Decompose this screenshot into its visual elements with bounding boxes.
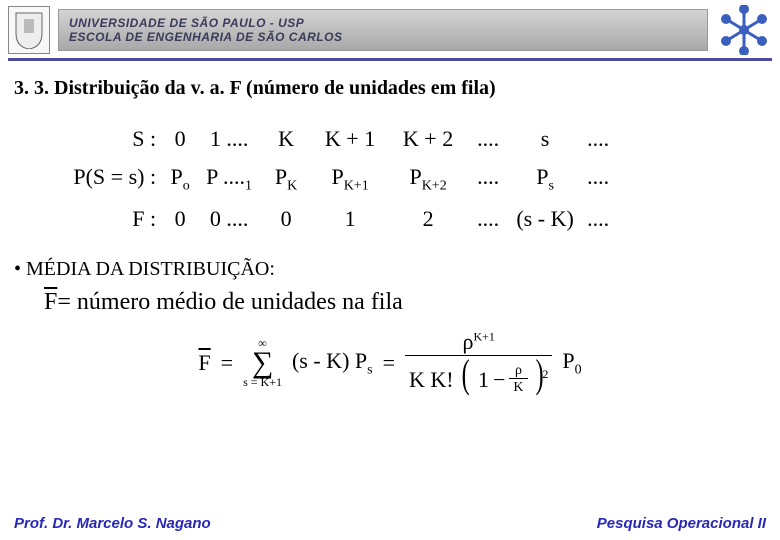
- row-label: F :: [44, 206, 164, 232]
- section-title: 3. 3. Distribuição da v. a. F (número de…: [14, 77, 766, 100]
- table-cell: PK+1: [310, 164, 390, 194]
- row-label: S :: [44, 126, 164, 152]
- usp-crest-icon: [8, 6, 50, 54]
- table-cell: 0 ....: [196, 206, 262, 232]
- table-cell: (s - K): [510, 206, 580, 232]
- table-cell: ....: [466, 126, 510, 152]
- table-cell: ....: [580, 206, 616, 232]
- distribution-table: S :01 ....KK + 1K + 2....s....P(S = s) :…: [44, 126, 736, 232]
- snowflake-icon: [716, 4, 772, 56]
- row-label: P(S = s) :: [44, 164, 164, 190]
- table-cell: K + 2: [390, 126, 466, 152]
- inner-diff: 1 − ρ K: [478, 364, 528, 395]
- footer: Prof. Dr. Marcelo S. Nagano Pesquisa Ope…: [0, 515, 780, 532]
- equals-1: =: [221, 350, 233, 376]
- p0-term: P0: [562, 348, 581, 378]
- f-bar-symbol: F: [44, 289, 57, 316]
- slide-content: 3. 3. Distribuição da v. a. F (número de…: [0, 61, 780, 395]
- table-cell: 0: [262, 206, 310, 232]
- fbar-formula: F = ∞ ∑ s = K+1 (s - K) Ps = ρK+1 K K! (…: [14, 330, 766, 395]
- f-bar-lhs: F: [198, 350, 210, 376]
- table-cell: P ....1: [196, 164, 262, 194]
- fbar-definition: F = número médio de unidades na fila: [44, 289, 766, 316]
- table-cell: Po: [164, 164, 196, 194]
- table-cell: 1: [310, 206, 390, 232]
- school-name: ESCOLA DE ENGENHARIA DE SÃO CARLOS: [69, 30, 697, 44]
- uni-name: UNIVERSIDADE DE SÃO PAULO - USP: [69, 16, 697, 30]
- rparen-icon: ): [536, 358, 544, 390]
- table-cell: Ps: [510, 164, 580, 194]
- table-row: F :00 ....012....(s - K)....: [44, 206, 736, 232]
- table-cell: ....: [580, 126, 616, 152]
- author: Prof. Dr. Marcelo S. Nagano: [14, 515, 211, 532]
- denominator: K K! ( 1 − ρ K )2: [405, 355, 552, 396]
- header: UNIVERSIDADE DE SÃO PAULO - USP ESCOLA D…: [0, 0, 780, 56]
- main-fraction: ρK+1 K K! ( 1 − ρ K )2: [405, 330, 552, 395]
- summand: (s - K) Ps: [292, 348, 373, 378]
- table-cell: ....: [466, 164, 510, 194]
- sigma-icon: ∑: [252, 349, 273, 376]
- table-cell: 0: [164, 126, 196, 152]
- mean-heading: • MÉDIA DA DISTRIBUIÇÃO:: [14, 258, 766, 281]
- university-banner: UNIVERSIDADE DE SÃO PAULO - USP ESCOLA D…: [58, 9, 708, 51]
- table-row: P(S = s) :PoP ....1PKPK+1PK+2....Ps....: [44, 164, 736, 194]
- table-cell: ....: [580, 164, 616, 194]
- table-cell: ....: [466, 206, 510, 232]
- table-cell: K: [262, 126, 310, 152]
- fbar-text: = número médio de unidades na fila: [57, 289, 402, 316]
- table-cell: 2: [390, 206, 466, 232]
- rho-over-k: ρ K: [509, 364, 527, 395]
- table-cell: s: [510, 126, 580, 152]
- lparen-icon: (: [462, 358, 470, 390]
- course-name: Pesquisa Operacional II: [597, 515, 766, 532]
- equals-2: =: [383, 350, 395, 376]
- table-row: S :01 ....KK + 1K + 2....s....: [44, 126, 736, 152]
- table-cell: PK+2: [390, 164, 466, 194]
- summation: ∞ ∑ s = K+1: [243, 337, 282, 388]
- table-cell: 0: [164, 206, 196, 232]
- table-cell: PK: [262, 164, 310, 194]
- table-cell: K + 1: [310, 126, 390, 152]
- table-cell: 1 ....: [196, 126, 262, 152]
